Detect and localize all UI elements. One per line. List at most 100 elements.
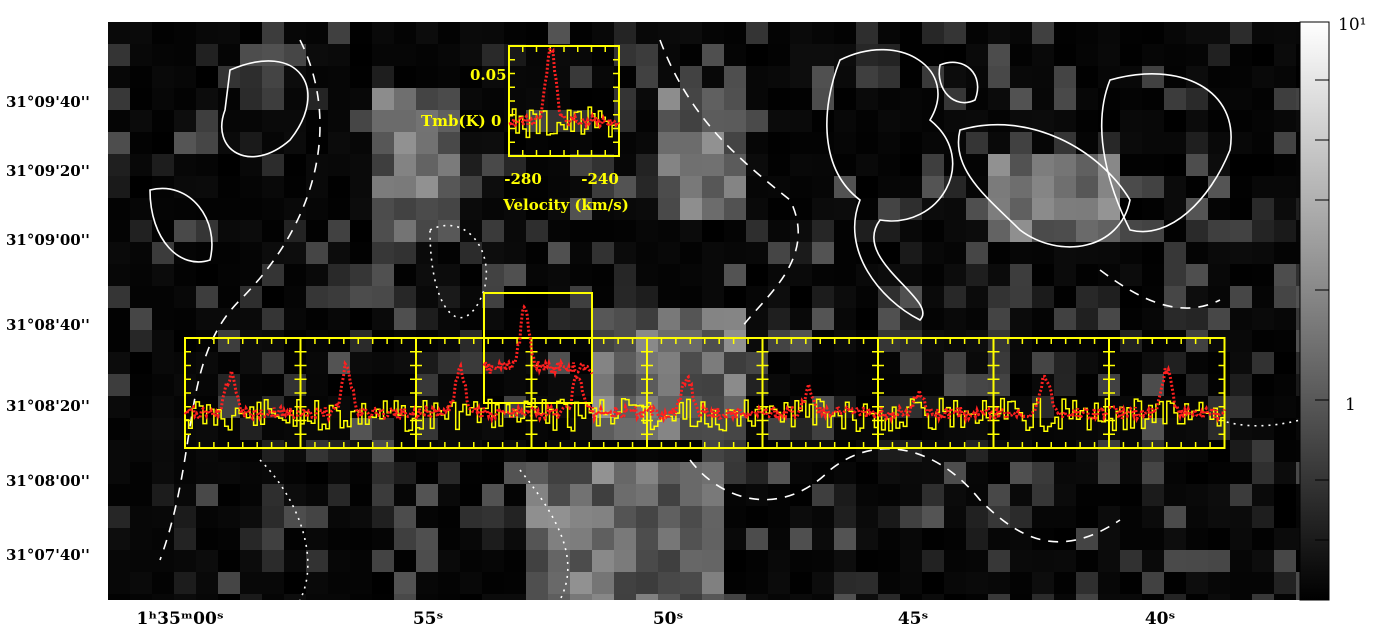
map-pixel	[372, 44, 394, 66]
map-pixel	[108, 352, 130, 374]
map-pixel	[1032, 198, 1054, 220]
map-pixel	[284, 440, 306, 462]
map-pixel	[108, 198, 130, 220]
map-pixel	[1186, 506, 1208, 528]
map-pixel	[1032, 176, 1054, 198]
map-pixel	[482, 462, 504, 484]
map-pixel	[1054, 198, 1076, 220]
map-pixel	[262, 594, 284, 600]
map-pixel	[614, 220, 636, 242]
map-pixel	[702, 88, 724, 110]
map-pixel	[614, 484, 636, 506]
colorbar-top-label: 10¹	[1338, 15, 1366, 35]
map-pixel	[196, 110, 218, 132]
map-pixel	[1032, 22, 1054, 44]
map-pixel	[856, 308, 878, 330]
map-pixel	[614, 330, 636, 352]
map-pixel	[1252, 44, 1274, 66]
map-pixel	[790, 132, 812, 154]
map-pixel	[1186, 572, 1208, 594]
map-pixel	[1142, 572, 1164, 594]
map-pixel	[1010, 198, 1032, 220]
map-pixel	[438, 132, 460, 154]
map-pixel	[196, 462, 218, 484]
map-pixel	[1186, 594, 1208, 600]
map-pixel	[856, 352, 878, 374]
map-pixel	[1142, 198, 1164, 220]
map-pixel	[416, 572, 438, 594]
map-pixel	[394, 286, 416, 308]
map-pixel	[1274, 374, 1296, 396]
map-pixel	[1098, 506, 1120, 528]
map-pixel	[460, 418, 482, 440]
map-pixel	[988, 154, 1010, 176]
map-pixel	[262, 484, 284, 506]
map-pixel	[790, 44, 812, 66]
map-pixel	[1098, 22, 1120, 44]
map-pixel	[1252, 440, 1274, 462]
map-pixel	[614, 528, 636, 550]
map-pixel	[746, 22, 768, 44]
map-pixel	[1230, 132, 1252, 154]
map-pixel	[130, 88, 152, 110]
map-pixel	[482, 176, 504, 198]
map-pixel	[1054, 374, 1076, 396]
map-pixel	[724, 154, 746, 176]
map-pixel	[284, 572, 306, 594]
map-pixel	[1032, 506, 1054, 528]
map-pixel	[834, 330, 856, 352]
map-pixel	[944, 44, 966, 66]
map-pixel	[416, 66, 438, 88]
map-pixel	[328, 286, 350, 308]
map-pixel	[328, 242, 350, 264]
map-pixel	[702, 308, 724, 330]
map-pixel	[944, 374, 966, 396]
map-pixel	[834, 506, 856, 528]
map-pixel	[526, 66, 548, 88]
map-pixel	[1252, 154, 1274, 176]
map-pixel	[108, 176, 130, 198]
map-pixel	[1010, 594, 1032, 600]
map-pixel	[614, 88, 636, 110]
map-pixel	[570, 242, 592, 264]
map-pixel	[658, 528, 680, 550]
map-pixel	[1208, 418, 1230, 440]
map-pixel	[1274, 594, 1296, 600]
map-pixel	[306, 110, 328, 132]
map-pixel	[746, 506, 768, 528]
map-pixel	[416, 594, 438, 600]
map-pixel	[262, 418, 284, 440]
map-pixel	[658, 594, 680, 600]
map-pixel	[438, 550, 460, 572]
map-pixel	[1054, 506, 1076, 528]
map-pixel	[1142, 528, 1164, 550]
map-pixel	[768, 198, 790, 220]
map-pixel	[988, 550, 1010, 572]
map-pixel	[328, 506, 350, 528]
map-pixel	[1032, 396, 1054, 418]
map-pixel	[1208, 198, 1230, 220]
map-pixel	[1230, 286, 1252, 308]
map-pixel	[108, 66, 130, 88]
map-pixel	[724, 594, 746, 600]
map-pixel	[504, 528, 526, 550]
map-pixel	[878, 550, 900, 572]
map-pixel	[240, 88, 262, 110]
map-pixel	[526, 484, 548, 506]
map-pixel	[834, 198, 856, 220]
map-pixel	[1164, 110, 1186, 132]
map-pixel	[790, 286, 812, 308]
map-pixel	[658, 550, 680, 572]
map-pixel	[1186, 374, 1208, 396]
contour-lines	[149, 39, 1301, 601]
map-pixel	[900, 176, 922, 198]
map-pixel	[1186, 550, 1208, 572]
map-pixel	[724, 418, 746, 440]
map-pixel	[526, 242, 548, 264]
map-pixel	[724, 66, 746, 88]
map-pixel	[1274, 572, 1296, 594]
map-pixel	[328, 572, 350, 594]
map-pixel	[834, 352, 856, 374]
map-pixel	[350, 176, 372, 198]
map-pixel	[1076, 22, 1098, 44]
